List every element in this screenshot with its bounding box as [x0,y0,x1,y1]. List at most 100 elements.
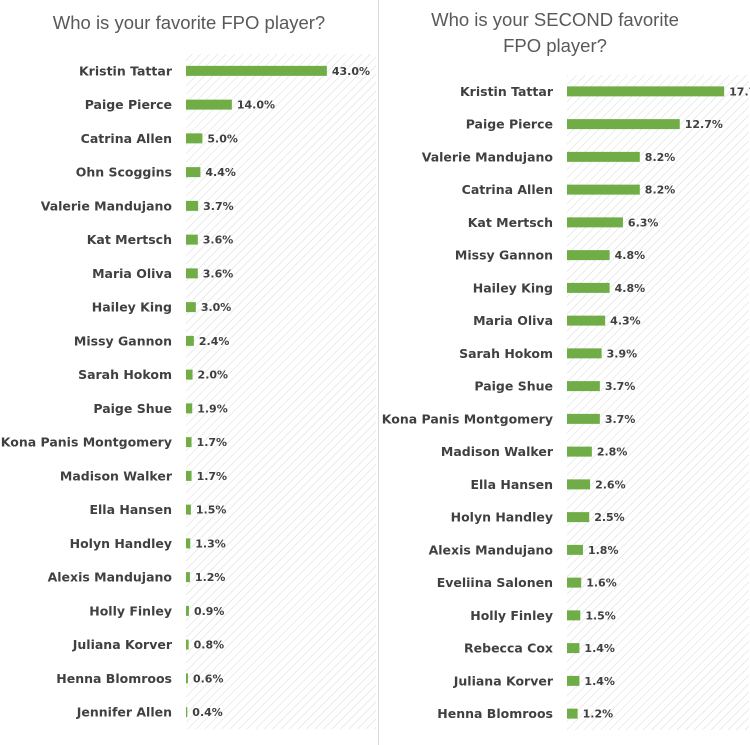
bar [186,65,327,76]
category-label: Kat Mertsch [87,232,172,247]
value-label: 1.5% [585,609,616,622]
category-label: Missy Gannon [74,333,172,348]
value-label: 3.7% [605,413,636,426]
chart-panel-favorite: Who is your favorite FPO player? Kristin… [0,12,376,729]
bar [186,470,192,481]
category-label: Holyn Handley [70,536,172,551]
value-label: 1.7% [197,470,228,483]
value-label: 4.4% [205,166,236,179]
bar [567,119,680,130]
category-label: Holly Finley [470,608,553,623]
value-label: 14.0% [237,99,275,112]
bar [186,234,198,245]
value-label: 3.7% [203,200,234,213]
value-label: 2.8% [597,446,628,459]
value-label: 1.2% [583,708,614,721]
category-label: Sarah Hokom [78,367,172,382]
category-label: Paige Shue [474,379,553,394]
value-label: 1.5% [196,504,227,517]
value-label: 1.7% [197,436,228,449]
value-label: 43.0% [332,65,370,78]
bar-chart-favorite: Kristin Tattar 43.0% Paige Pierce 14.0% Catr… [1,54,376,729]
bar [567,446,592,457]
plot-area [567,75,749,730]
bar [186,167,201,178]
bar [567,479,591,490]
category-label: Juliana Korver [453,673,554,688]
category-label: Sarah Hokom [459,346,553,361]
category-label: Holly Finley [89,603,172,618]
value-label: 3.7% [605,380,636,393]
category-label: Eveliina Salonen [437,575,553,590]
bar [567,610,581,621]
category-label: Maria Oliva [92,266,172,281]
bar [186,335,194,346]
value-label: 2.5% [594,511,625,524]
category-label: Hailey King [473,280,553,295]
value-label: 0.9% [194,605,225,618]
value-label: 4.8% [615,249,646,262]
category-label: Madison Walker [60,468,173,483]
bar [186,673,188,684]
bar [186,99,232,110]
bar [567,282,610,293]
bar [186,403,193,414]
bar [186,133,203,144]
bar [567,315,606,326]
bar [567,708,578,719]
value-label: 1.6% [586,577,617,590]
bar [567,217,623,228]
bar [567,577,582,588]
category-label: Paige Pierce [85,97,172,112]
value-label: 4.8% [615,282,646,295]
bar [567,348,602,359]
bar [186,369,193,380]
category-label: Alexis Mandujano [429,542,554,557]
bar-chart-second-favorite: Kristin Tattar 17.7% Paige Pierce 12.7% Vale… [382,75,750,730]
category-label: Paige Shue [93,401,172,416]
category-label: Maria Oliva [473,313,553,328]
value-label: 1.3% [195,537,226,550]
bar [567,381,600,392]
value-label: 1.4% [584,642,615,655]
value-label: 2.0% [198,369,229,382]
bar [186,200,199,211]
value-label: 5.0% [207,132,238,145]
value-label: 3.6% [203,267,234,280]
bar [567,413,600,424]
chart-panel-second-favorite: Who is your SECOND favorite FPO player? … [380,0,750,745]
bar [567,643,580,654]
bar [567,544,583,555]
category-label: Kristin Tattar [79,63,173,78]
value-label: 1.9% [197,402,228,415]
category-label: Alexis Mandujano [48,570,173,585]
category-label: Ohn Scoggins [76,165,172,180]
category-label: Hailey King [92,300,172,315]
category-label: Kona Panis Montgomery [1,435,172,450]
category-label: Rebecca Cox [464,641,553,656]
value-label: 17.7% [729,85,750,98]
category-label: Kat Mertsch [468,215,553,230]
value-label: 8.2% [645,151,676,164]
value-label: 1.4% [584,675,615,688]
bar [186,302,196,313]
category-label: Madison Walker [441,444,554,459]
bar [567,512,590,523]
bar [186,639,189,650]
value-label: 0.6% [193,672,224,685]
value-label: 8.2% [645,184,676,197]
category-label: Ella Hansen [470,477,553,492]
category-label: Paige Pierce [466,117,553,132]
category-label: Jennifer Allen [76,705,172,720]
bar [186,538,191,549]
value-label: 1.8% [588,544,619,557]
category-label: Kristin Tattar [460,84,554,99]
category-label: Henna Blomroos [437,706,553,721]
bar [567,151,640,162]
bar [186,707,188,718]
bar [186,572,190,583]
value-label: 2.4% [199,335,230,348]
chart-title: Who is your SECOND favorite FPO player? [431,9,679,56]
bar [186,437,192,448]
value-label: 12.7% [685,118,723,131]
